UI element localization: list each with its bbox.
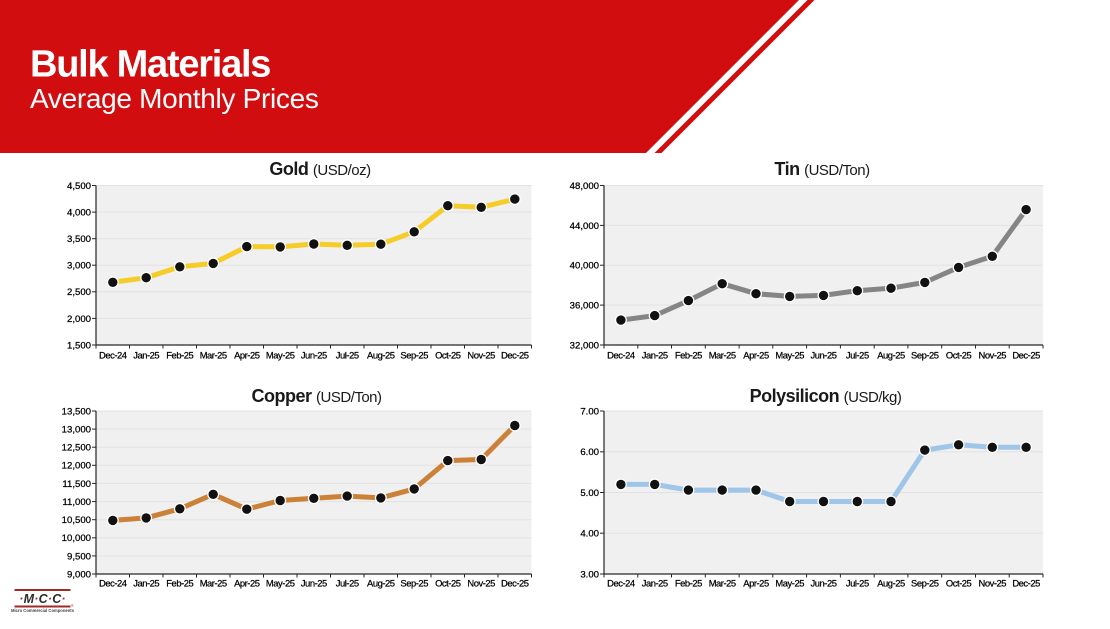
svg-text:Polysilicon (USD/kg): Polysilicon (USD/kg) [750, 386, 902, 406]
svg-text:Oct-25: Oct-25 [946, 350, 972, 361]
svg-text:4.00: 4.00 [580, 529, 599, 540]
svg-text:Sep-25: Sep-25 [400, 350, 428, 361]
svg-text:11,500: 11,500 [62, 479, 91, 490]
svg-text:Aug-25: Aug-25 [877, 577, 905, 588]
svg-text:13,500: 13,500 [62, 406, 91, 417]
svg-text:Dec-25: Dec-25 [1012, 350, 1040, 361]
svg-text:Dec-24: Dec-24 [99, 350, 127, 361]
svg-text:May-25: May-25 [775, 350, 804, 361]
svg-text:Dec-24: Dec-24 [607, 350, 635, 361]
svg-text:Apr-25: Apr-25 [234, 577, 260, 588]
svg-text:Aug-25: Aug-25 [367, 577, 395, 588]
svg-text:May-25: May-25 [775, 577, 804, 588]
svg-text:Jan-25: Jan-25 [133, 577, 159, 588]
svg-text:4,000: 4,000 [67, 208, 91, 219]
svg-text:Jul-25: Jul-25 [846, 350, 869, 361]
svg-text:Mar-25: Mar-25 [200, 577, 227, 588]
svg-text:Jun-25: Jun-25 [301, 350, 327, 361]
svg-text:Gold (USD/oz): Gold (USD/oz) [269, 159, 371, 179]
svg-text:Average Monthly Prices: Average Monthly Prices [30, 83, 319, 114]
svg-text:Mar-25: Mar-25 [709, 350, 736, 361]
svg-text:Dec-25: Dec-25 [501, 577, 529, 588]
svg-text:Apr-25: Apr-25 [234, 350, 260, 361]
svg-text:Tin (USD/Ton): Tin (USD/Ton) [774, 159, 870, 179]
svg-text:6.00: 6.00 [580, 447, 599, 458]
svg-text:10,500: 10,500 [62, 515, 91, 526]
svg-text:Jul-25: Jul-25 [336, 350, 359, 361]
svg-text:Micro Commercial Components: Micro Commercial Components [11, 608, 75, 613]
svg-text:·M·C·C·: ·M·C·C· [19, 592, 66, 606]
svg-text:12,000: 12,000 [62, 461, 91, 472]
svg-text:Feb-25: Feb-25 [675, 577, 702, 588]
svg-text:3,500: 3,500 [67, 234, 91, 245]
svg-text:Nov-25: Nov-25 [979, 577, 1007, 588]
svg-text:13,000: 13,000 [62, 425, 91, 436]
svg-text:Feb-25: Feb-25 [166, 350, 193, 361]
svg-text:Jul-25: Jul-25 [336, 577, 359, 588]
svg-text:Oct-25: Oct-25 [435, 350, 461, 361]
svg-text:Apr-25: Apr-25 [743, 350, 769, 361]
svg-text:Dec-24: Dec-24 [607, 577, 635, 588]
svg-text:Jun-25: Jun-25 [811, 577, 837, 588]
svg-text:2,500: 2,500 [67, 287, 91, 298]
svg-text:®: ® [71, 604, 74, 608]
svg-text:2,000: 2,000 [67, 314, 91, 325]
svg-text:Jan-25: Jan-25 [642, 350, 668, 361]
svg-text:Sep-25: Sep-25 [911, 577, 939, 588]
svg-text:Oct-25: Oct-25 [435, 577, 461, 588]
svg-text:Oct-25: Oct-25 [946, 577, 972, 588]
svg-text:Nov-25: Nov-25 [467, 350, 495, 361]
svg-text:36,000: 36,000 [570, 301, 599, 312]
svg-text:3.00: 3.00 [580, 569, 599, 580]
svg-text:Nov-25: Nov-25 [979, 350, 1007, 361]
svg-text:Feb-25: Feb-25 [675, 350, 702, 361]
svg-text:Feb-25: Feb-25 [166, 577, 193, 588]
svg-text:Apr-25: Apr-25 [743, 577, 769, 588]
svg-text:9,500: 9,500 [67, 551, 91, 562]
svg-text:Dec-25: Dec-25 [1012, 577, 1040, 588]
svg-text:11,000: 11,000 [62, 497, 91, 508]
svg-text:Copper (USD/Ton): Copper (USD/Ton) [251, 386, 382, 406]
svg-text:4,500: 4,500 [67, 181, 91, 192]
svg-text:9,000: 9,000 [67, 569, 91, 580]
svg-text:40,000: 40,000 [570, 261, 599, 272]
svg-text:Jan-25: Jan-25 [133, 350, 159, 361]
svg-text:Aug-25: Aug-25 [877, 350, 905, 361]
svg-text:May-25: May-25 [266, 577, 295, 588]
svg-text:Aug-25: Aug-25 [367, 350, 395, 361]
svg-text:Mar-25: Mar-25 [200, 350, 227, 361]
svg-text:Sep-25: Sep-25 [400, 577, 428, 588]
svg-text:Jul-25: Jul-25 [846, 577, 869, 588]
svg-text:Nov-25: Nov-25 [467, 577, 495, 588]
svg-text:44,000: 44,000 [570, 221, 599, 232]
svg-text:10,000: 10,000 [62, 533, 91, 544]
svg-text:3,000: 3,000 [67, 261, 91, 272]
svg-text:Bulk Materials: Bulk Materials [30, 44, 270, 86]
svg-text:Jan-25: Jan-25 [642, 577, 668, 588]
svg-text:Jun-25: Jun-25 [811, 350, 837, 361]
svg-text:May-25: May-25 [266, 350, 295, 361]
svg-text:48,000: 48,000 [570, 181, 599, 192]
svg-text:7.00: 7.00 [580, 406, 599, 417]
svg-text:5.00: 5.00 [580, 488, 599, 499]
svg-text:Dec-25: Dec-25 [501, 350, 529, 361]
svg-text:Dec-24: Dec-24 [99, 577, 127, 588]
svg-text:Mar-25: Mar-25 [709, 577, 736, 588]
svg-text:Sep-25: Sep-25 [911, 350, 939, 361]
svg-text:Jun-25: Jun-25 [301, 577, 327, 588]
svg-text:32,000: 32,000 [570, 340, 599, 351]
svg-text:1,500: 1,500 [67, 340, 91, 351]
svg-text:12,500: 12,500 [62, 443, 91, 454]
